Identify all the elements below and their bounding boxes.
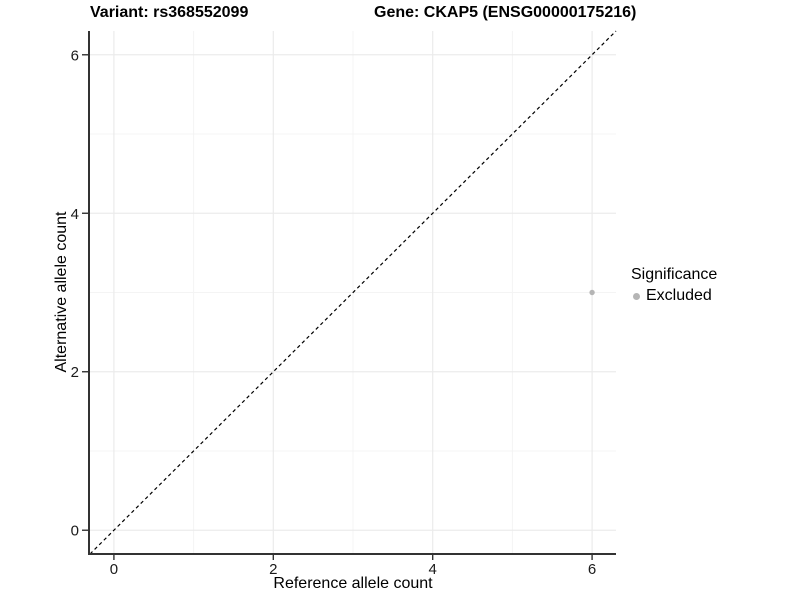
legend-title: Significance [631,266,718,283]
x-tick-label: 4 [429,561,437,578]
x-axis-title: Reference allele count [273,575,433,592]
y-tick-label: 6 [71,47,79,64]
plot-title-gene: Gene: CKAP5 (ENSG00000175216) [374,4,637,21]
data-point [589,289,595,296]
y-axis-title: Alternative allele count [53,211,70,373]
identity-dashed-line [89,30,617,555]
legend-item-excluded: Excluded [633,287,717,305]
x-tick-label: 2 [269,561,277,578]
legend-point-icon [633,292,640,300]
legend: Significance Excluded [631,266,717,305]
x-tick-label: 6 [588,561,596,578]
legend-item-label: Excluded [646,287,712,304]
plot-title-variant: Variant: rs368552099 [90,4,249,21]
y-tick-label: 0 [71,523,79,540]
x-tick-label: 0 [110,561,118,578]
y-tick-label: 2 [71,364,79,381]
y-tick-label: 4 [71,206,79,223]
